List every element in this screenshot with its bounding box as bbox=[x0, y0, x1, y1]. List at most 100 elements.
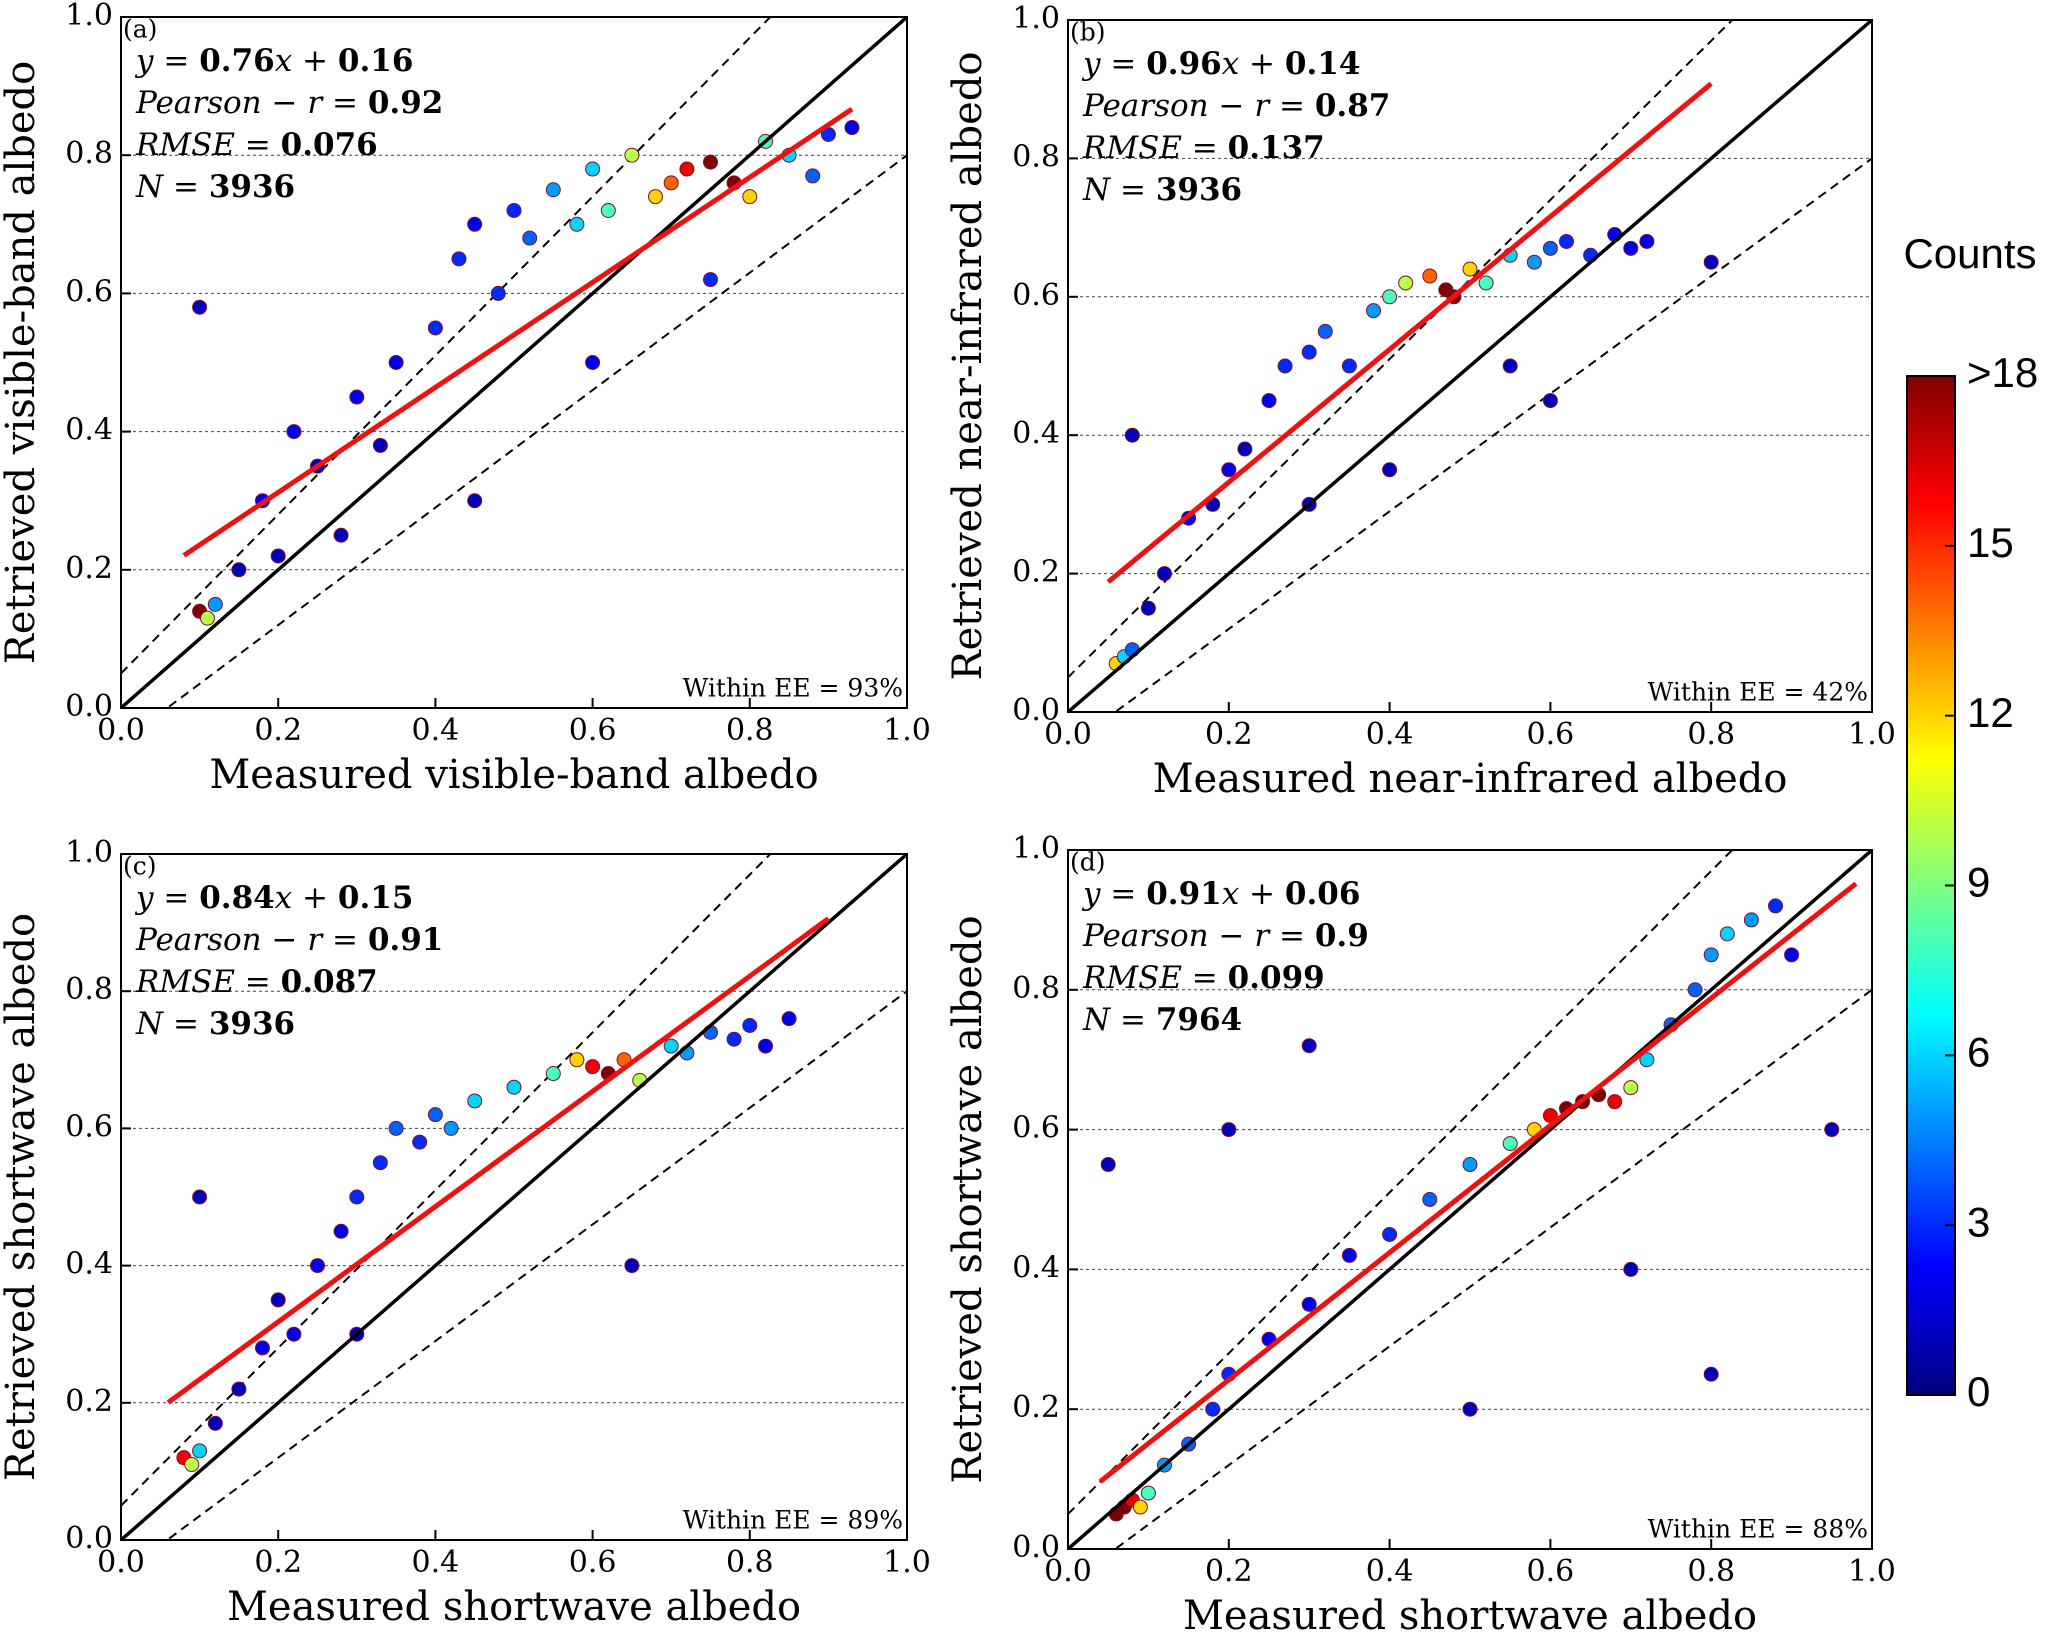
point bbox=[490, 285, 506, 301]
point bbox=[372, 1155, 388, 1171]
point bbox=[585, 1059, 601, 1075]
stat-value: 7964 bbox=[1156, 1002, 1242, 1038]
y-tick-label: 0.2 bbox=[1012, 555, 1060, 590]
plot-area bbox=[121, 17, 907, 708]
stat-label: Pearson − r = bbox=[1082, 918, 1315, 954]
colorbar-tick-label: 3 bbox=[1967, 1198, 1990, 1245]
point bbox=[1341, 358, 1357, 374]
stat-label: Pearson − r = bbox=[135, 85, 368, 121]
x-axis-label: Measured shortwave albedo bbox=[227, 1584, 801, 1630]
x-tick-label: 0.4 bbox=[412, 713, 460, 748]
point bbox=[467, 493, 483, 509]
stat-label: y = bbox=[134, 880, 199, 916]
point bbox=[1261, 393, 1277, 409]
stat-label: Pearson − r = bbox=[135, 922, 368, 958]
stat-value: 0.06 bbox=[1285, 876, 1361, 912]
point bbox=[805, 168, 821, 184]
point bbox=[506, 202, 522, 218]
stat-value: 0.087 bbox=[281, 964, 378, 1000]
y-tick-label: 0.8 bbox=[1012, 139, 1060, 174]
point bbox=[270, 1292, 286, 1308]
stat-value: 0.92 bbox=[368, 85, 444, 121]
x-tick-label: 0.8 bbox=[726, 1545, 774, 1580]
x-tick-label: 0.2 bbox=[254, 1545, 302, 1580]
ee-upper bbox=[1068, 20, 1734, 679]
ee-lower bbox=[165, 990, 907, 1540]
x-tick-label: 0.4 bbox=[1366, 717, 1414, 752]
stats-text: y = 0.96x + 0.14 bbox=[1081, 46, 1360, 82]
point bbox=[1687, 982, 1703, 998]
colorbar-tick-label: 0 bbox=[1967, 1368, 1990, 1415]
point bbox=[467, 216, 483, 232]
point bbox=[1140, 1485, 1156, 1501]
point bbox=[663, 1038, 679, 1054]
x-axis-label: Measured shortwave albedo bbox=[1183, 1593, 1757, 1638]
ee-lower bbox=[1113, 988, 1872, 1549]
ee-upper bbox=[121, 854, 772, 1507]
point bbox=[1639, 1052, 1655, 1068]
point bbox=[1743, 912, 1759, 928]
stat-value: 0.96 bbox=[1146, 46, 1222, 82]
point bbox=[286, 424, 302, 440]
x-tick-label: 0.8 bbox=[1687, 717, 1735, 752]
fit-line bbox=[166, 916, 830, 1405]
point bbox=[1140, 600, 1156, 616]
one-to-one bbox=[121, 854, 907, 1540]
point bbox=[1237, 441, 1253, 457]
stat-value: 0.15 bbox=[338, 880, 414, 916]
point bbox=[1719, 926, 1735, 942]
point bbox=[231, 1381, 247, 1397]
point bbox=[231, 562, 247, 578]
y-tick-label: 0.6 bbox=[65, 1109, 113, 1144]
point bbox=[310, 1258, 325, 1274]
one-to-one bbox=[121, 17, 907, 708]
point bbox=[1205, 1401, 1221, 1417]
panel-label: (a) bbox=[123, 15, 157, 44]
point bbox=[1703, 947, 1719, 963]
x-tick-label: 0.6 bbox=[569, 1545, 617, 1580]
ee-lower bbox=[165, 154, 907, 708]
ee-upper bbox=[121, 17, 772, 675]
y-axis-label: Retrieved near-infrared albedo bbox=[945, 51, 991, 680]
x-tick-label: 0.2 bbox=[1205, 1554, 1253, 1589]
ee-lower bbox=[1113, 157, 1872, 712]
y-tick-label: 0.8 bbox=[65, 972, 113, 1007]
point bbox=[1100, 1157, 1116, 1173]
colorbar-tick-label: 6 bbox=[1967, 1028, 1990, 1075]
fit-line bbox=[182, 106, 854, 558]
point bbox=[585, 161, 601, 177]
point bbox=[1824, 1122, 1840, 1138]
point bbox=[1156, 566, 1172, 582]
point bbox=[1422, 1192, 1438, 1207]
y-tick-label: 1.0 bbox=[65, 0, 113, 33]
y-tick-label: 0.0 bbox=[1012, 693, 1060, 728]
stats-text: N = 7964 bbox=[1082, 1002, 1242, 1038]
stat-value: 0.84 bbox=[199, 880, 275, 916]
panel-label: (d) bbox=[1070, 848, 1106, 877]
y-tick-label: 0.8 bbox=[65, 136, 113, 171]
panel-label: (c) bbox=[123, 852, 157, 881]
y-tick-label: 0.8 bbox=[1012, 971, 1060, 1006]
point bbox=[1639, 233, 1655, 249]
stat-label: x + bbox=[1222, 46, 1285, 82]
point bbox=[1768, 898, 1784, 914]
stats-text: N = 3936 bbox=[1082, 172, 1242, 208]
x-tick-label: 0.2 bbox=[1205, 717, 1253, 752]
point bbox=[545, 182, 561, 198]
stats-text: y = 0.91x + 0.06 bbox=[1081, 876, 1360, 912]
stats-text: y = 0.84x + 0.15 bbox=[134, 880, 413, 916]
point bbox=[1703, 1366, 1719, 1382]
point bbox=[1462, 1157, 1478, 1173]
point bbox=[349, 389, 365, 405]
stat-label: y = bbox=[1081, 876, 1146, 912]
panel-label: (b) bbox=[1070, 18, 1106, 47]
within-ee: Within EE = 89% bbox=[683, 1506, 903, 1535]
colorbar-title: Counts bbox=[1903, 230, 2036, 277]
point bbox=[781, 1011, 797, 1027]
point bbox=[1703, 254, 1719, 270]
point bbox=[624, 147, 640, 163]
x-tick-label: 1.0 bbox=[883, 1545, 931, 1580]
stat-label: N = bbox=[135, 1006, 209, 1042]
stat-value: 3936 bbox=[209, 169, 295, 205]
